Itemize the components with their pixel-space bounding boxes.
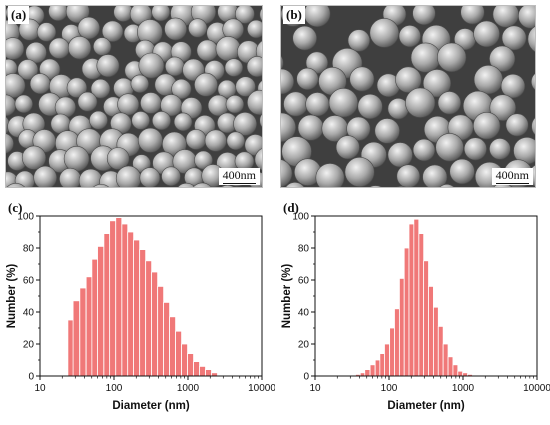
- histogram-bar: [121, 223, 129, 377]
- histogram-bar: [139, 249, 147, 377]
- histogram-bar: [457, 370, 464, 377]
- histogram-bar: [163, 302, 170, 377]
- y-tick-label: 20: [23, 340, 35, 351]
- y-axis-label: Number (%): [6, 264, 18, 329]
- sem-image-b: (b) 400nm: [280, 5, 536, 188]
- y-axis-label: Number (%): [281, 264, 293, 329]
- scale-bar-a-line: [222, 183, 256, 184]
- bar-series: [67, 217, 218, 377]
- y-tick-label: 20: [298, 340, 310, 351]
- y-tick-label: 100: [292, 212, 309, 223]
- x-tick-label: 10000: [248, 383, 275, 394]
- histogram-bar: [67, 319, 74, 377]
- histogram-bar: [175, 330, 182, 377]
- histogram-bar: [103, 233, 111, 377]
- histogram-bar: [433, 306, 439, 377]
- sem-image-a: (a) 400nm: [5, 5, 263, 188]
- histogram-bar: [442, 343, 449, 377]
- histogram-bar: [97, 246, 105, 377]
- histogram-bar: [109, 220, 117, 377]
- histogram-bar: [394, 308, 400, 377]
- histogram-bar: [389, 327, 395, 377]
- x-tick-label: 1000: [177, 383, 200, 394]
- y-tick-label: 100: [17, 212, 34, 223]
- panel-label-c: (c): [8, 200, 23, 215]
- histogram-bar: [151, 271, 159, 377]
- sem-particles-b: [281, 6, 535, 187]
- y-tick-label: 60: [23, 276, 35, 287]
- sem-particle-layer: [6, 6, 262, 187]
- y-tick-label: 60: [298, 276, 310, 287]
- histogram-bar: [199, 365, 206, 377]
- histogram-bar: [384, 343, 390, 377]
- y-tick-label: 80: [298, 244, 310, 255]
- histogram-d: (d) 0 20 40 60 80 100 10 100 1000 10000 Diameter (…: [275, 200, 550, 420]
- histogram-bar: [91, 258, 99, 377]
- histogram-bar: [85, 276, 93, 377]
- histogram-bar: [379, 353, 386, 377]
- histogram-bar: [364, 369, 371, 377]
- scale-bar-b: 400nm: [491, 168, 533, 185]
- histogram-bar: [447, 356, 454, 377]
- x-tick-label: 100: [381, 383, 398, 394]
- histogram-bar: [205, 369, 212, 377]
- histogram-bar: [79, 287, 87, 377]
- histogram-bar: [193, 361, 200, 377]
- scale-bar-a-label: 400nm: [222, 168, 256, 182]
- histogram-c-plot: 0 20 40 60 80 100 10 100 1000 10000 Diameter (nm) N…: [6, 212, 276, 413]
- bar-series: [355, 218, 473, 377]
- histogram-bar: [72, 300, 81, 377]
- histogram-bar: [115, 217, 123, 377]
- histogram-c: (c) 0 20 40 60 80 100 10 100 1000 10000 Diameter (…: [0, 200, 276, 420]
- scale-bar-b-line: [495, 183, 529, 184]
- histogram-d-plot: 0 20 40 60 80 100 10 100 1000 10000 Diameter (nm) N…: [281, 212, 550, 413]
- histogram-bar: [127, 231, 135, 377]
- histogram-bar: [428, 286, 434, 377]
- x-tick-label: 10: [309, 383, 321, 394]
- histogram-bar: [169, 316, 176, 377]
- histogram-bar: [157, 286, 165, 377]
- histogram-bar: [133, 239, 141, 377]
- histogram-bar: [369, 364, 376, 377]
- x-tick-label: 10000: [523, 383, 550, 394]
- histogram-bar: [403, 247, 410, 377]
- histogram-bar: [408, 223, 415, 377]
- y-tick-label: 40: [23, 308, 35, 319]
- y-tick-label: 0: [303, 372, 309, 383]
- histogram-bar: [181, 343, 188, 377]
- histogram-bar: [452, 364, 459, 377]
- y-tick-label: 0: [28, 372, 34, 383]
- sem-particles-a: [6, 6, 262, 187]
- y-tick-label: 40: [298, 308, 310, 319]
- panel-label-b: (b): [283, 6, 305, 24]
- histogram-bar: [145, 260, 153, 377]
- x-tick-label: 10: [34, 383, 46, 394]
- x-axis-label: Diameter (nm): [387, 400, 464, 412]
- x-tick-label: 100: [106, 383, 123, 394]
- y-tick-label: 80: [23, 244, 35, 255]
- panel-label-d: (d): [283, 200, 299, 215]
- x-axis-label: Diameter (nm): [112, 400, 189, 412]
- x-tick-label: 1000: [452, 383, 475, 394]
- scale-bar-b-label: 400nm: [495, 168, 529, 182]
- histogram-bar: [399, 278, 405, 377]
- histogram-bar: [374, 359, 381, 377]
- histogram-bar: [437, 326, 444, 377]
- sem-particle-layer: [281, 6, 535, 187]
- histogram-bar: [423, 260, 429, 377]
- histogram-bar: [187, 353, 194, 377]
- scale-bar-a: 400nm: [218, 168, 260, 185]
- histogram-bar: [413, 218, 420, 377]
- histogram-bar: [418, 233, 425, 377]
- panel-label-a: (a): [8, 6, 30, 24]
